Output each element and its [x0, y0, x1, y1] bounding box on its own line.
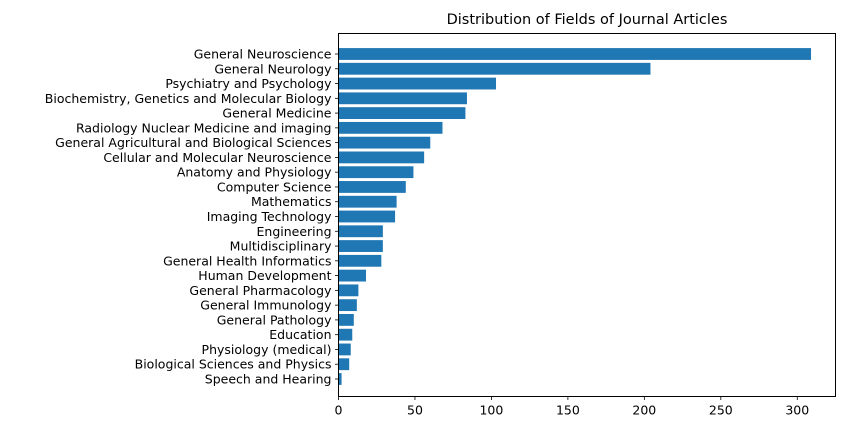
x-axis-ticks: 0 50 100 150 200 250 300 — [335, 396, 809, 418]
bar — [338, 299, 357, 312]
x-tick-label: 300 — [785, 403, 809, 418]
y-tick-label: Computer Science — [217, 179, 332, 194]
x-tick-label: 250 — [709, 403, 733, 418]
bar — [338, 254, 382, 267]
x-tick-label: 100 — [479, 403, 503, 418]
y-tick-label: Multidisciplinary — [230, 239, 332, 254]
y-tick-label: Speech and Hearing — [205, 372, 332, 387]
bar — [338, 328, 353, 341]
bar — [338, 240, 383, 252]
y-tick-label: General Pharmacology — [189, 283, 332, 298]
bar — [338, 107, 466, 119]
bar — [338, 225, 383, 238]
bar — [338, 77, 497, 90]
bar — [338, 195, 397, 208]
bar — [338, 166, 414, 179]
x-tick-label: 50 — [407, 403, 423, 418]
y-tick-label: Biological Sciences and Physics — [135, 357, 332, 372]
bar — [338, 48, 812, 60]
y-tick-label: Cellular and Molecular Neuroscience — [103, 150, 331, 165]
y-tick-label: General Neuroscience — [194, 47, 332, 62]
y-tick-label: General Immunology — [200, 298, 332, 313]
bar — [338, 343, 351, 356]
y-tick-label: Psychiatry and Psychology — [165, 76, 332, 91]
bars — [338, 48, 812, 385]
y-tick-label: Radiology Nuclear Medicine and imaging — [76, 120, 332, 135]
y-tick-label: General Health Informatics — [163, 253, 331, 268]
x-tick-label: 200 — [632, 403, 656, 418]
y-tick-label: Mathematics — [251, 194, 332, 209]
bar — [338, 121, 443, 134]
bar — [338, 373, 342, 385]
y-tick-label: Human Development — [198, 268, 331, 283]
bar — [338, 136, 431, 149]
y-tick-label: General Agricultural and Biological Scie… — [55, 135, 331, 150]
y-tick-label: Education — [269, 327, 331, 342]
bar — [338, 314, 354, 326]
y-tick-label: General Medicine — [222, 106, 331, 121]
bar — [338, 358, 350, 371]
bar — [338, 62, 651, 75]
chart-title: Distribution of Fields of Journal Articl… — [447, 12, 728, 28]
y-tick-label: Physiology (medical) — [202, 342, 332, 357]
bar — [338, 284, 359, 297]
bar — [338, 269, 367, 282]
y-tick-label: Imaging Technology — [207, 209, 332, 224]
bar — [338, 181, 406, 193]
x-tick-label: 0 — [335, 403, 343, 418]
bar — [338, 151, 425, 164]
y-tick-label: Biochemistry, Genetics and Molecular Bio… — [45, 91, 332, 106]
y-tick-label: General Neurology — [214, 61, 332, 76]
bar — [338, 92, 467, 105]
x-tick-label: 150 — [556, 403, 580, 418]
y-tick-label: Anatomy and Physiology — [177, 165, 332, 180]
bar — [338, 210, 396, 223]
plot-frame — [338, 33, 836, 397]
y-tick-label: General Pathology — [217, 312, 332, 327]
y-tick-label: Engineering — [257, 224, 332, 239]
